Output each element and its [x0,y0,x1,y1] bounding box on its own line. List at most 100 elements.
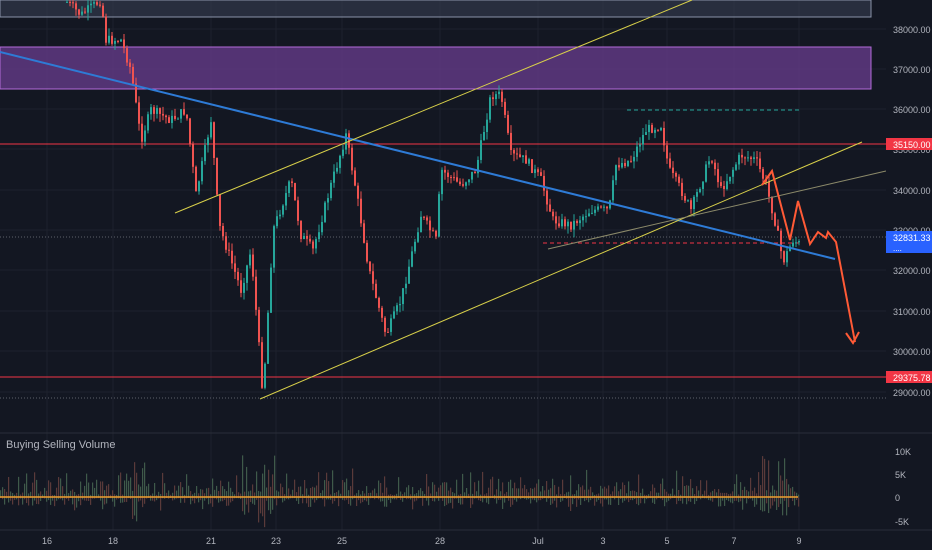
channel-upper-line[interactable] [174,0,693,214]
volume-bar [634,490,636,497]
resistance-zone-top[interactable] [0,0,872,18]
volume-bar [566,492,568,497]
volume-bar [384,497,386,507]
volume-bar [626,493,628,497]
candle-body [675,173,677,177]
volume-bar [312,486,314,497]
volume-bar [498,497,500,500]
volume-bar [702,494,704,497]
volume-bar [344,482,346,497]
volume-bar [732,497,734,504]
volume-bar [742,489,744,497]
candle-body [303,235,305,240]
volume-bar [94,487,96,497]
volume-bar [24,483,26,497]
volume-bar [742,497,744,510]
volume-bar [158,491,160,497]
volume-bar [726,492,728,497]
volume-bar [2,497,4,500]
volume-bar [200,489,202,497]
volume-bar [30,491,32,497]
candle-body [183,109,185,115]
volume-bar [728,494,730,497]
candle-body [678,176,680,183]
candle-body [612,180,614,201]
volume-bar [552,478,554,497]
volume-bar [146,486,148,497]
indicator-title[interactable]: Buying Selling Volume [6,439,116,451]
volume-bar [656,492,658,497]
projection-path[interactable] [761,168,856,343]
volume-bar [694,493,696,497]
volume-bar [196,486,198,497]
volume-bar [260,497,262,514]
price-badge [886,138,932,150]
candle-body [396,305,398,312]
volume-bar [520,477,522,497]
volume-bar [522,488,524,497]
candle-body [93,2,95,4]
time-tick-label: 25 [337,536,347,546]
volume-bar [170,494,172,497]
volume-bar [188,485,190,497]
volume-bar [386,487,388,497]
price-badge-label: 35150.00 [893,140,931,150]
price-axis[interactable]: 38000.0037000.0036000.0035000.0034000.00… [886,0,932,433]
volume-bar [416,493,418,497]
gray-trendline[interactable] [547,170,887,250]
volume-bar [100,497,102,501]
volume-bar [206,488,208,497]
candle-body [264,363,266,388]
volume-bar [386,497,388,507]
time-axis[interactable]: 16 18 21 23 25 28 Jul 3 5 7 9 [42,536,802,546]
volume-bar [246,466,248,497]
volume-bar [602,497,604,507]
volume-bar [514,482,516,497]
volume-bar [716,492,718,497]
volume-bar [608,485,610,497]
volume-bar [400,491,402,497]
candle-body [375,283,377,298]
candle-body [660,127,662,131]
volume-bar [258,497,260,523]
volume-bar [646,497,648,500]
volume-bar [268,497,270,511]
volume-bar [472,497,474,505]
candle-body [75,3,77,10]
volume-bar [262,497,264,517]
volume-bar [676,497,678,505]
volume-bar [652,484,654,497]
volume-bar [176,490,178,497]
volume-bar [240,493,242,497]
volume-bar [152,497,154,501]
volume-bar [244,491,246,497]
channel-lower-line[interactable] [259,141,863,400]
volume-bar [10,497,12,501]
candle-body [294,183,296,201]
candle-body [663,127,665,146]
volume-bar [200,497,202,501]
volume-bar [230,497,232,503]
descending-trendline[interactable] [0,51,836,260]
volume-bar [780,475,782,497]
candle-body [369,261,371,272]
volume-axis[interactable]: 10K 5K 0 -5K [895,447,911,527]
volume-bar [760,485,762,497]
volume-bar [84,497,86,501]
resistance-zone-purple[interactable] [0,46,872,90]
candle-body [165,115,167,118]
candle-body [777,225,779,231]
volume-bar [86,473,88,497]
volume-bar [198,497,200,503]
volume-bar [284,494,286,497]
candle-body [588,213,590,217]
volume-bar [258,490,260,497]
volume-bar [776,497,778,511]
volume-bar [606,488,608,497]
volume-bar [72,497,74,505]
volume-bar [580,487,582,497]
candle-body [141,123,143,142]
candle-body [609,200,611,209]
volume-bar [356,497,358,506]
